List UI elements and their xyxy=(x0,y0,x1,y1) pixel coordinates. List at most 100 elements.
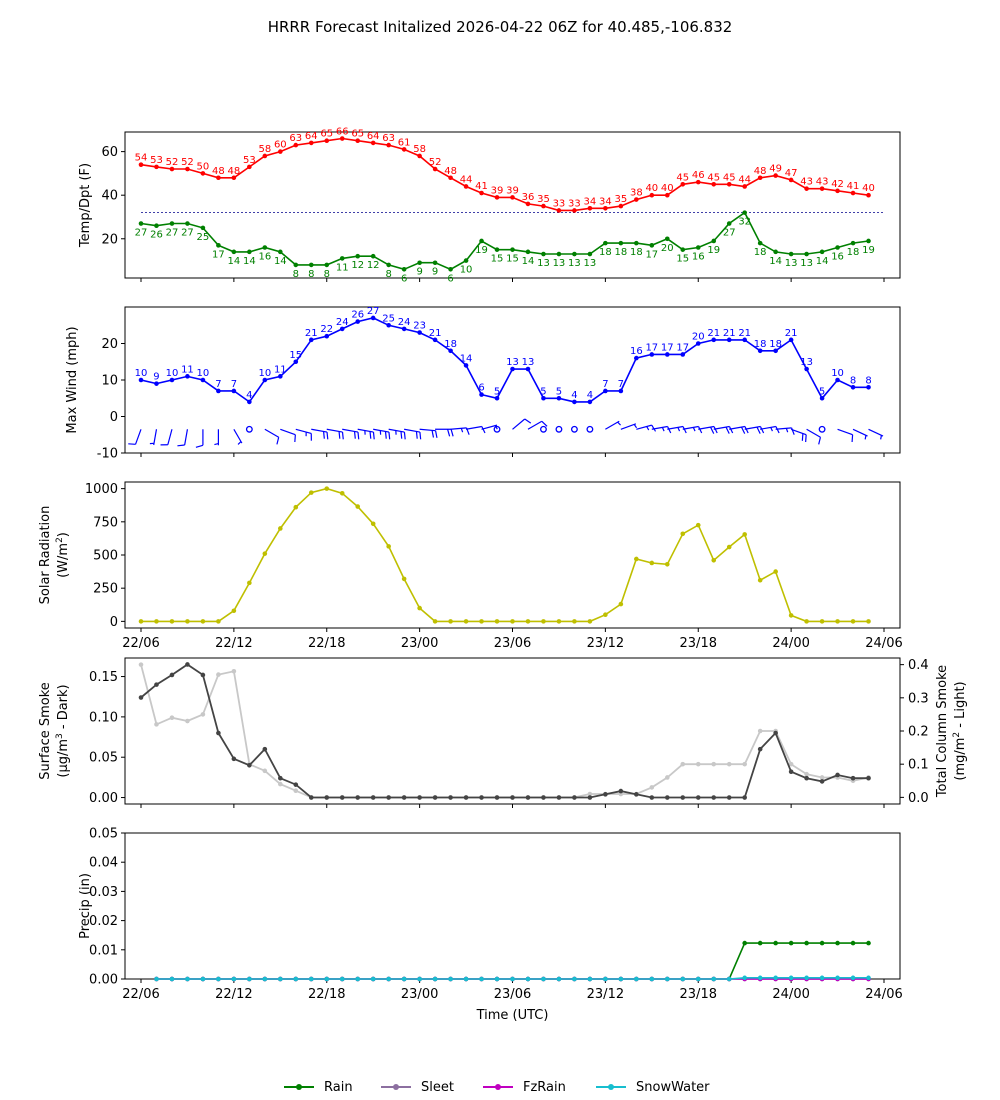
wind-barb-feather xyxy=(775,426,780,434)
data-point-solar-radiation xyxy=(835,619,840,624)
wind-barb-staff xyxy=(512,418,526,430)
data-point-solar-radiation xyxy=(572,619,577,624)
data-label-dewpoint: 9 xyxy=(432,267,438,278)
wind-barb xyxy=(419,428,438,438)
data-point-dewpoint xyxy=(370,253,376,259)
data-label-max-wind: 10 xyxy=(197,368,210,379)
y-axis-label-units-smoke: (μg/m3 - Dark) xyxy=(55,684,71,777)
data-point-max-wind xyxy=(695,341,701,346)
data-point-snowwater xyxy=(649,976,655,982)
wind-barb-feather xyxy=(353,431,356,439)
data-point-snowwater xyxy=(479,976,484,982)
data-label-temperature: 46 xyxy=(692,170,705,181)
y-tick-label-wind: 0 xyxy=(110,410,118,425)
x-tick-label: 23/00 xyxy=(401,987,438,1002)
data-point-max-wind xyxy=(370,315,376,321)
y-tick-label-solar: 0 xyxy=(110,615,118,630)
y2-tick-label: 0.3 xyxy=(908,691,929,706)
data-point-solar-radiation xyxy=(200,619,206,624)
data-point-surface-smoke xyxy=(278,775,283,781)
data-label-max-wind: 27 xyxy=(367,306,380,317)
data-point-dewpoint xyxy=(541,251,546,257)
data-label-temperature: 35 xyxy=(614,194,627,205)
y-tick-label-precip: 0.05 xyxy=(89,827,118,842)
data-label-dewpoint: 14 xyxy=(228,256,241,267)
wind-barb xyxy=(527,420,548,430)
data-point-max-wind xyxy=(138,377,144,383)
data-point-solar-radiation xyxy=(618,601,624,607)
data-point-rain xyxy=(850,940,856,946)
data-point-snowwater xyxy=(556,976,562,982)
x-tick-label: 24/00 xyxy=(772,636,809,651)
data-point-max-wind xyxy=(773,348,778,354)
wind-barb xyxy=(280,428,296,443)
wind-barb xyxy=(512,418,532,430)
panel-smoke: 0.00 0.05 0.10 0.15 Surface Smoke (μg/m3 - Da… xyxy=(38,657,968,808)
y-tick-label-smoke: 0.10 xyxy=(89,710,118,725)
data-point-dewpoint xyxy=(231,249,237,255)
data-point-surface-smoke xyxy=(339,795,345,800)
data-label-dewpoint: 6 xyxy=(401,273,407,284)
wind-barb xyxy=(326,428,344,440)
y2-tick-label: 0.2 xyxy=(908,725,929,740)
wind-barb-staff xyxy=(868,428,884,437)
data-label-dewpoint: 18 xyxy=(614,247,627,258)
data-point-solar-radiation xyxy=(742,532,747,537)
data-point-snowwater xyxy=(247,976,252,982)
wind-barb xyxy=(214,429,219,446)
wind-barb xyxy=(852,428,868,440)
wind-barb-feather xyxy=(851,434,854,443)
data-point-surface-smoke xyxy=(726,795,732,800)
data-point-max-wind xyxy=(618,388,624,394)
data-point-dewpoint xyxy=(757,240,763,246)
data-label-temperature: 47 xyxy=(785,168,798,179)
y-tick-label-wind: 10 xyxy=(101,374,118,389)
data-point-dewpoint xyxy=(804,251,809,257)
data-label-dewpoint: 13 xyxy=(553,258,566,269)
data-point-max-wind xyxy=(680,352,686,357)
data-point-solar-radiation xyxy=(804,619,809,624)
wind-barb-feather xyxy=(541,420,548,427)
data-point-rain xyxy=(819,940,825,946)
data-point-total-column-smoke xyxy=(185,718,190,724)
wind-barb-half-feather xyxy=(237,441,242,445)
data-point-max-wind xyxy=(169,377,175,383)
data-point-total-column-smoke xyxy=(262,768,268,774)
wind-barb-staff xyxy=(790,428,807,436)
data-point-surface-smoke xyxy=(293,782,299,787)
data-label-dewpoint: 12 xyxy=(351,260,364,271)
wind-barb-feather xyxy=(756,426,761,434)
data-point-snowwater xyxy=(510,976,515,982)
legend-label-rain: Rain xyxy=(324,1079,353,1095)
data-point-total-column-smoke xyxy=(804,771,809,777)
wind-barb xyxy=(264,428,280,445)
wind-barb-feather xyxy=(403,431,406,440)
wind-barb-staff xyxy=(134,429,142,445)
data-point-solar-radiation xyxy=(649,560,655,566)
x-tick-label: 22/12 xyxy=(215,987,252,1002)
wind-barb-feather xyxy=(447,429,451,437)
data-point-solar-radiation xyxy=(262,551,268,556)
wind-barb xyxy=(357,428,375,440)
data-point-solar-radiation xyxy=(448,619,453,624)
y-tick-label-temp: 40 xyxy=(101,189,118,204)
data-point-snowwater xyxy=(231,976,237,982)
wind-barb-feather xyxy=(372,431,375,440)
legend: Rain Sleet FzRain SnowWater xyxy=(0,1077,1000,1097)
x-tick-label: 23/00 xyxy=(401,636,438,651)
x-tick-label: 22/18 xyxy=(308,636,345,651)
wind-barb-half-feather xyxy=(692,427,696,432)
wind-barb-feather xyxy=(322,431,325,439)
x-tick-label: 24/00 xyxy=(772,987,809,1002)
wind-barb-half-feather xyxy=(617,421,622,426)
wind-barb xyxy=(342,428,360,440)
data-point-solar-radiation xyxy=(757,577,763,583)
y-axis-label-units-solar: (W/m2) xyxy=(55,532,71,578)
data-label-max-wind: 10 xyxy=(166,368,179,379)
wind-barb-feather xyxy=(450,429,454,437)
data-point-rain xyxy=(742,940,747,946)
data-point-snowwater xyxy=(525,976,531,982)
wind-barb xyxy=(435,428,454,437)
data-point-max-wind xyxy=(819,395,825,401)
